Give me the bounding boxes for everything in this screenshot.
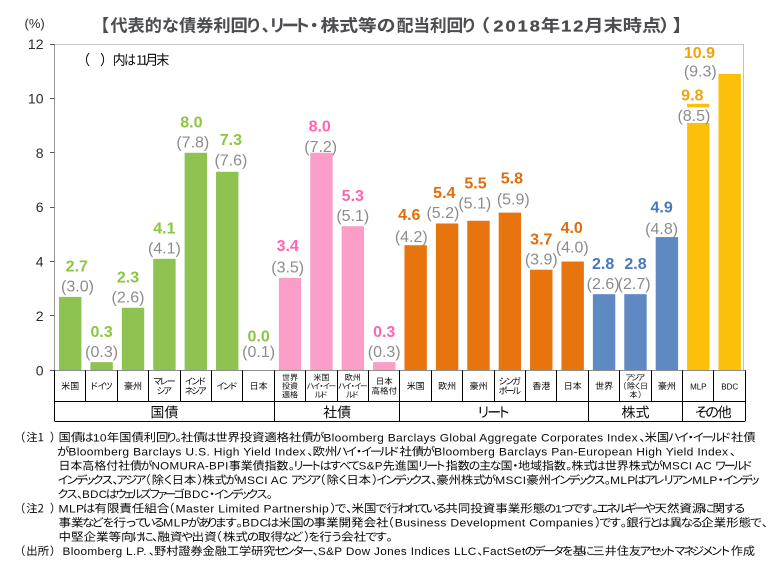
svg-text:1: 1	[518, 17, 529, 35]
svg-text:MLP: MLP	[690, 383, 706, 392]
svg-text:8.0: 8.0	[309, 118, 331, 135]
svg-text:8: 8	[530, 17, 540, 35]
svg-text:(2.6): (2.6)	[112, 290, 145, 307]
svg-text:3.4: 3.4	[277, 238, 299, 255]
svg-text:2: 2	[493, 17, 503, 35]
svg-text:(7.2): (7.2)	[304, 139, 337, 156]
svg-text:BDC: BDC	[184, 489, 209, 501]
svg-text:BDC: BDC	[721, 383, 738, 392]
svg-text:Master Limited Partnership: Master Limited Partnership	[176, 503, 330, 515]
svg-text:MLP: MLP	[610, 475, 636, 487]
svg-text:0.3: 0.3	[373, 324, 395, 341]
svg-text:10: 10	[28, 90, 44, 106]
svg-text:8: 8	[36, 145, 44, 161]
svg-text:Business Development Companies: Business Development Companies	[395, 517, 594, 529]
svg-text:5.3: 5.3	[342, 188, 364, 205]
svg-text:(2.6): (2.6)	[587, 276, 620, 293]
svg-text:10: 10	[93, 433, 107, 445]
svg-text:(3.0): (3.0)	[61, 279, 94, 296]
svg-text:(5.9): (5.9)	[497, 192, 530, 209]
svg-text:Bloomberg Barclays U.S. High Y: Bloomberg Barclays U.S. High Yield Index	[68, 447, 305, 459]
svg-text:9.8: 9.8	[681, 87, 703, 104]
svg-text:1: 1	[561, 17, 572, 35]
svg-text:Bloomberg Barclays Pan-Europea: Bloomberg Barclays Pan-European High Yie…	[434, 447, 728, 459]
svg-text:(0.1): (0.1)	[242, 344, 275, 361]
svg-text:MLP: MLP	[59, 503, 85, 515]
svg-text:(3.5): (3.5)	[271, 260, 304, 277]
svg-text:S&P: S&P	[359, 461, 383, 473]
svg-text:0: 0	[36, 362, 44, 378]
svg-text:(9.3): (9.3)	[684, 64, 717, 81]
svg-text:0.3: 0.3	[90, 324, 112, 341]
svg-text:12: 12	[28, 36, 44, 52]
svg-text:Bloomberg L.P.: Bloomberg L.P.	[63, 546, 147, 558]
svg-text:(4.2): (4.2)	[395, 229, 428, 246]
svg-text:(4.0): (4.0)	[556, 240, 589, 257]
svg-text:FactSet: FactSet	[483, 546, 526, 558]
svg-text:0.0: 0.0	[247, 328, 269, 345]
svg-text:BDC: BDC	[82, 489, 107, 501]
svg-text:4.6: 4.6	[398, 207, 420, 224]
svg-text:10.9: 10.9	[684, 45, 715, 62]
svg-text:(5.2): (5.2)	[426, 205, 459, 222]
svg-text:(3.9): (3.9)	[525, 251, 558, 268]
svg-text:(0.3): (0.3)	[368, 344, 401, 361]
svg-text:(8.5): (8.5)	[677, 108, 710, 125]
svg-text:2.8: 2.8	[592, 256, 614, 273]
svg-text:4.9: 4.9	[650, 200, 672, 217]
svg-text:5.8: 5.8	[501, 171, 523, 188]
svg-text:MSCI AC: MSCI AC	[662, 461, 712, 473]
svg-text:NOMURA-BPI: NOMURA-BPI	[151, 461, 228, 473]
svg-text:4.1: 4.1	[153, 221, 175, 238]
svg-text:7.3: 7.3	[220, 132, 242, 149]
svg-text:6: 6	[36, 199, 44, 215]
svg-text:2.7: 2.7	[66, 259, 88, 276]
svg-text:2: 2	[573, 17, 583, 35]
svg-text:3.7: 3.7	[530, 231, 552, 248]
svg-text:(7.8): (7.8)	[176, 135, 209, 152]
svg-text:(0.3): (0.3)	[85, 344, 118, 361]
svg-text:5.5: 5.5	[464, 176, 486, 193]
svg-text:(4.8): (4.8)	[645, 221, 678, 238]
svg-text:4.0: 4.0	[561, 220, 583, 237]
svg-text:MSCI: MSCI	[495, 475, 526, 487]
svg-text:S&P Dow Jones Indices LLC: S&P Dow Jones Indices LLC	[318, 546, 477, 558]
svg-text:2: 2	[36, 308, 44, 324]
svg-text:(2.7): (2.7)	[618, 276, 651, 293]
svg-text:2.8: 2.8	[624, 256, 646, 273]
svg-text:0: 0	[506, 17, 516, 35]
svg-text:Bloomberg Barclays Global Aggr: Bloomberg Barclays Global Aggregate Corp…	[323, 433, 638, 445]
svg-text:MSCI AC: MSCI AC	[237, 475, 288, 487]
svg-text:4: 4	[36, 254, 44, 270]
svg-text:(5.1): (5.1)	[458, 196, 491, 213]
svg-text:5.4: 5.4	[433, 185, 455, 202]
svg-text:(%): (%)	[25, 16, 45, 31]
svg-text:MLP: MLP	[692, 475, 718, 487]
svg-text:BDC: BDC	[242, 517, 269, 529]
svg-text:(5.1): (5.1)	[336, 208, 369, 225]
svg-text:(4.1): (4.1)	[148, 241, 181, 258]
svg-text:8.0: 8.0	[180, 115, 202, 132]
svg-text:2.3: 2.3	[117, 270, 139, 287]
svg-text:MLP: MLP	[163, 517, 189, 529]
svg-text:1: 1	[555, 503, 562, 515]
svg-text:(7.6): (7.6)	[214, 153, 247, 170]
